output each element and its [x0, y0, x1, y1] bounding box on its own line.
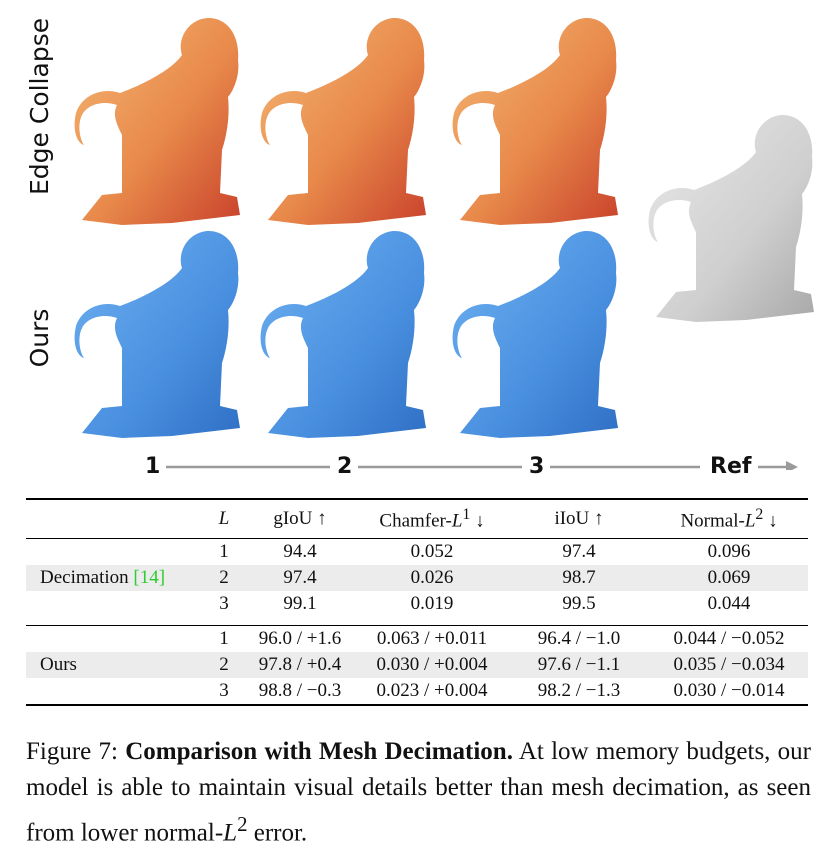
table-cell: 97.8 / +0.4 [244, 652, 356, 678]
method-label-decimation: Decimation [14] [26, 565, 204, 591]
table-cell: 98.7 [508, 565, 650, 591]
edge-collapse-renders [74, 17, 618, 225]
table-cell [26, 591, 204, 617]
row-label-ours: Ours [25, 308, 54, 368]
figure-caption: Figure 7: Comparison with Mesh Decimatio… [26, 738, 811, 847]
table-cell: 0.063 / +0.011 [356, 625, 508, 652]
method-label-ours: Ours [26, 652, 204, 678]
table-cell: 0.044 / −0.052 [650, 625, 808, 652]
figure-panel: Edge Collapse Ours 1 2 3 Ref [25, 17, 814, 479]
table-header-row: L gIoU ↑ Chamfer-L1 ↓ iIoU ↑ Normal-L2 ↓ [26, 498, 808, 539]
header-normal: Normal-L2 ↓ [650, 498, 808, 539]
edge-collapse-lion-2 [260, 17, 426, 225]
table-cell: 97.4 [562, 541, 596, 562]
table-cell: 98.2 / −1.3 [508, 678, 650, 706]
level-label-2: 2 [337, 454, 353, 479]
table-cell [26, 617, 808, 626]
edge-collapse-lion-3 [452, 17, 618, 225]
level-label-1: 1 [145, 454, 161, 479]
ours-renders [74, 230, 618, 438]
table-cell: 1 [219, 541, 229, 562]
table-cell: 3 [204, 678, 244, 706]
table-cell: 0.030 / +0.004 [356, 652, 508, 678]
ours-lion-2 [260, 230, 426, 438]
header-giou: gIoU ↑ [244, 498, 356, 539]
table-cell: 99.5 [562, 593, 596, 614]
table-cell: 0.069 [650, 565, 808, 591]
table-cell: 98.8 / −0.3 [244, 678, 356, 706]
table-cell: 99.1 [283, 593, 317, 614]
table-cell [26, 625, 204, 652]
table-row: 3 99.1 0.019 99.5 0.044 [26, 591, 808, 617]
table-cell: 0.030 / −0.014 [650, 678, 808, 706]
edge-collapse-lion-1 [74, 17, 240, 225]
table-cell: 97.4 [244, 565, 356, 591]
caption-title: Comparison with Mesh Decimation. [125, 738, 513, 765]
table-cell [26, 539, 204, 566]
table-row: 3 98.8 / −0.3 0.023 / +0.004 98.2 / −1.3… [26, 678, 808, 706]
table-cell: 0.026 [356, 565, 508, 591]
table-cell: 2 [204, 565, 244, 591]
table-cell: 0.096 [707, 541, 751, 562]
table-cell: 0.023 / +0.004 [356, 678, 508, 706]
table-row: Decimation [14] 2 97.4 0.026 98.7 0.069 [26, 565, 808, 591]
header-L: L [204, 498, 244, 539]
table-cell: 96.4 / −1.0 [508, 625, 650, 652]
level-label-3: 3 [529, 454, 545, 479]
axis-arrow-icon [786, 461, 798, 473]
table-cell: 0.019 [410, 593, 454, 614]
header-chamfer: Chamfer-L1 ↓ [356, 498, 508, 539]
table-row: Ours 2 97.8 / +0.4 0.030 / +0.004 97.6 /… [26, 652, 808, 678]
table-cell: 0.052 [410, 541, 454, 562]
table-cell: 97.6 / −1.1 [508, 652, 650, 678]
header-iou: iIoU ↑ [508, 498, 650, 539]
citation-link[interactable]: [14] [133, 567, 166, 588]
table-cell: 3 [219, 593, 229, 614]
table-cell: 1 [204, 625, 244, 652]
row-label-edge-collapse: Edge Collapse [25, 17, 54, 195]
table-cell: 94.4 [283, 541, 317, 562]
table-spacer [26, 617, 808, 626]
ours-lion-3 [452, 230, 618, 438]
table-cell: 96.0 / +1.6 [244, 625, 356, 652]
table-cell [26, 678, 204, 706]
ours-lion-1 [74, 230, 240, 438]
table-cell: 0.035 / −0.034 [650, 652, 808, 678]
results-table: L gIoU ↑ Chamfer-L1 ↓ iIoU ↑ Normal-L2 ↓… [26, 498, 808, 706]
reference-lion [648, 114, 814, 322]
table-row: 1 94.4 0.052 97.4 0.096 [26, 539, 808, 566]
level-label-ref: Ref [710, 454, 752, 479]
table-cell: 2 [204, 652, 244, 678]
table-cell: 0.044 [707, 593, 751, 614]
table-row: 1 96.0 / +1.6 0.063 / +0.011 96.4 / −1.0… [26, 625, 808, 652]
lion-renders [70, 17, 814, 473]
level-axis [70, 461, 798, 473]
